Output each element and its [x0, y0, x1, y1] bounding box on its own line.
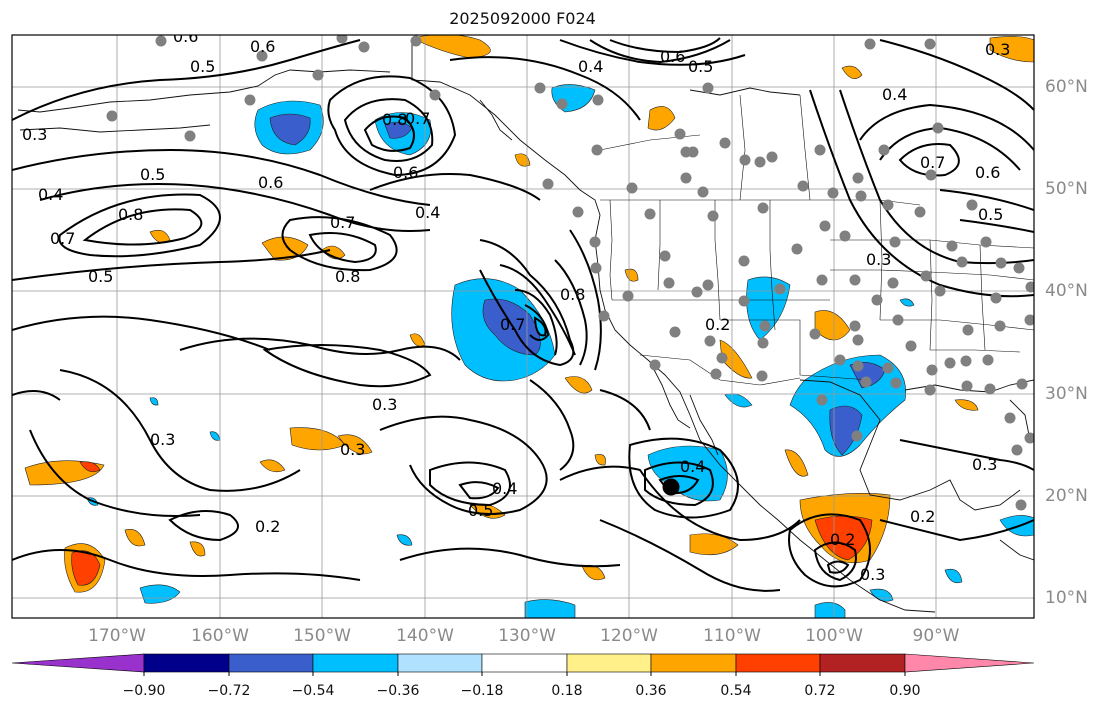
contour-label: 0.3	[866, 250, 891, 269]
contour-label: 0.7	[330, 213, 355, 232]
colorbar-tick-label: −0.90	[122, 683, 166, 699]
contour-label: 0.6	[660, 47, 685, 66]
contour-label: 0.3	[150, 430, 175, 449]
contour-value-labels: 0.6 0.6 0.5 0.3 0.4 0.5 0.7 0.8 0.5 0.6 …	[22, 27, 1010, 584]
station-dots	[106, 35, 1034, 511]
contour-label: 0.2	[830, 530, 855, 549]
colorbar-tick-label: −0.18	[460, 683, 504, 699]
lon-label: 150°W	[293, 626, 351, 646]
colorbar-tick-label: 0.36	[635, 683, 667, 699]
colorbar-segment	[650, 653, 737, 673]
lon-label: 140°W	[396, 626, 454, 646]
lon-label: 110°W	[703, 626, 761, 646]
lon-label: 100°W	[805, 626, 863, 646]
contour-label: 0.4	[578, 57, 603, 76]
contour-label: 0.8	[560, 285, 585, 304]
colorbar-tick-label: −0.72	[207, 683, 251, 699]
colorbar-segment	[143, 653, 230, 673]
contour-label: 0.6	[258, 173, 283, 192]
contour-label: 0.8	[382, 110, 407, 129]
colorbar-segment	[397, 653, 483, 673]
contour-label: 0.2	[255, 517, 280, 536]
colorbar-tick-label: 0.54	[720, 683, 752, 699]
colorbar-segment	[481, 653, 568, 673]
lat-label: 60°N	[1045, 77, 1088, 97]
colorbar-tick-label: 0.18	[551, 683, 583, 699]
contour-label: 0.7	[405, 109, 430, 128]
contour-label: 0.7	[920, 153, 945, 172]
contour-label: 0.2	[910, 507, 935, 526]
lat-label: 30°N	[1045, 384, 1088, 404]
contour-label: 0.8	[118, 205, 143, 224]
colorbar-segment	[819, 653, 906, 673]
contour-label: 0.5	[688, 57, 713, 76]
contour-label: 0.6	[250, 37, 275, 56]
lon-label: 120°W	[600, 626, 658, 646]
contour-label: 0.3	[985, 40, 1010, 59]
contour-label: 0.6	[975, 163, 1000, 182]
contour-label: 0.6	[173, 27, 198, 46]
map-frame	[11, 34, 1035, 619]
colorbar-tick-label: 0.72	[804, 683, 836, 699]
colorbar-segment	[228, 653, 314, 673]
contour-label: 0.3	[860, 565, 885, 584]
lat-label: 10°N	[1045, 588, 1088, 608]
colorbar-tick-label: −0.54	[291, 683, 335, 699]
contour-label: 0.4	[882, 85, 907, 104]
contour-label: 0.5	[140, 165, 165, 184]
map-plot-area: 0.6 0.6 0.5 0.3 0.4 0.5 0.7 0.8 0.5 0.6 …	[12, 27, 1034, 618]
lat-label: 40°N	[1045, 281, 1088, 301]
contour-label: 0.7	[50, 229, 75, 248]
colorbar-tick-label: −0.36	[376, 683, 420, 699]
contour-label: 0.5	[468, 501, 493, 520]
colorbar-extend-high	[904, 653, 1035, 673]
colorbar-tick-label: 0.90	[889, 683, 921, 699]
colorbar-extend-low	[11, 653, 145, 673]
contour-label: 0.3	[972, 455, 997, 474]
contour-label: 0.3	[340, 440, 365, 459]
colorbar-segment	[566, 653, 652, 673]
contour-label: 0.4	[415, 203, 440, 222]
storm-center-marker	[662, 478, 680, 496]
lon-label: 130°W	[498, 626, 556, 646]
colorbar-segment	[735, 653, 821, 673]
lon-label: 170°W	[88, 626, 146, 646]
contour-label: 0.5	[190, 57, 215, 76]
lat-label: 50°N	[1045, 179, 1088, 199]
contour-label: 0.4	[492, 479, 517, 498]
contour-label: 0.3	[372, 395, 397, 414]
contour-lines	[12, 37, 1034, 592]
contour-label: 0.4	[38, 185, 63, 204]
map-title: 2025092000 F024	[449, 9, 596, 28]
contour-label: 0.7	[500, 315, 525, 334]
lon-label: 160°W	[191, 626, 249, 646]
contour-label: 0.5	[88, 267, 113, 286]
lat-label: 20°N	[1045, 486, 1088, 506]
anomaly-shading	[24, 35, 1034, 618]
colorbar	[11, 653, 1035, 676]
contour-label: 0.3	[22, 125, 47, 144]
contour-label: 0.2	[705, 315, 730, 334]
lon-label: 90°W	[912, 626, 960, 646]
contour-label: 0.4	[680, 457, 705, 476]
contour-label: 0.6	[393, 163, 418, 182]
contour-label: 0.8	[335, 267, 360, 286]
contour-label: 0.5	[978, 205, 1003, 224]
graticule	[12, 35, 1034, 618]
colorbar-segment	[312, 653, 399, 673]
